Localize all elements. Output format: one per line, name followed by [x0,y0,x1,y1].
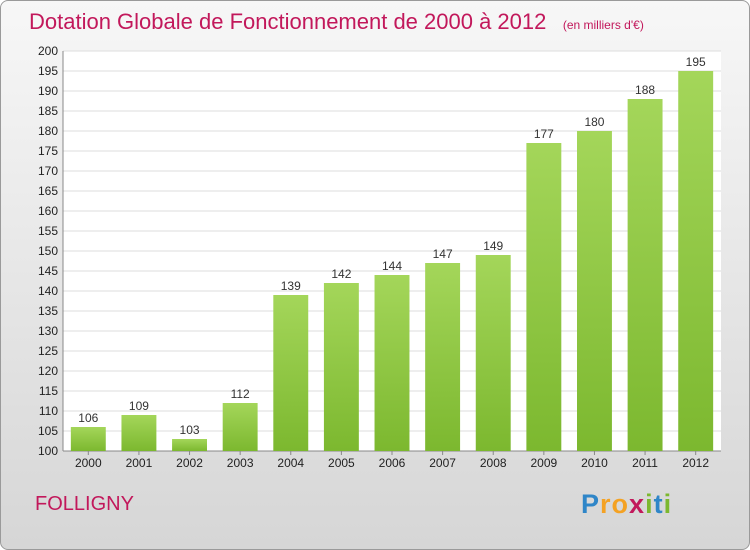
y-tick-label: 140 [38,284,58,298]
y-tick-label: 145 [38,264,58,278]
y-tick-label: 200 [38,44,58,58]
chart-subtitle: (en milliers d'€) [562,18,644,32]
y-tick-label: 135 [38,304,58,318]
y-tick-label: 125 [38,344,58,358]
data-label-2009: 177 [534,127,554,141]
y-tick-label: 110 [39,404,58,418]
x-tick-label-2006: 2006 [379,456,406,470]
bar-2004 [273,295,309,451]
data-label-2002: 103 [180,423,200,437]
bar-2008 [475,255,511,451]
data-label-2010: 180 [584,115,604,129]
bar-2005 [323,283,359,451]
x-tick-label-2000: 2000 [75,456,102,470]
bar-2006 [374,275,410,451]
bar-2003 [222,403,258,451]
data-label-2001: 109 [129,399,149,413]
data-label-2000: 106 [78,411,98,425]
bar-2009 [526,143,562,451]
data-label-2005: 142 [331,267,351,281]
bar-2002 [172,439,208,451]
bar-2012 [678,71,714,451]
x-tick-label-2009: 2009 [530,456,557,470]
y-tick-label: 115 [39,384,58,398]
chart-title: Dotation Globale de Fonctionnement de 20… [29,9,547,34]
x-tick-label-2012: 2012 [682,456,709,470]
bar-2000 [70,427,106,451]
y-tick-label: 190 [38,84,58,98]
x-tick-label-2010: 2010 [581,456,608,470]
y-tick-label: 170 [38,164,58,178]
bar-2010 [576,131,612,451]
y-tick-label: 130 [38,324,58,338]
x-tick-label-2001: 2001 [126,456,153,470]
data-label-2003: 112 [231,387,250,401]
data-label-2004: 139 [281,279,301,293]
data-label-2007: 147 [433,247,453,261]
y-tick-label: 160 [38,204,58,218]
proxiti-logo: Proxiti [581,489,672,520]
x-tick-label-2007: 2007 [429,456,456,470]
y-tick-label: 120 [38,364,58,378]
logo-letter: i [663,489,673,519]
y-tick-label: 105 [38,424,58,438]
x-tick-label-2004: 2004 [277,456,304,470]
data-label-2006: 144 [382,259,402,273]
logo-letter: r [600,489,612,519]
x-tick-label-2002: 2002 [176,456,203,470]
title-row: Dotation Globale de Fonctionnement de 20… [29,9,644,35]
y-tick-label: 175 [38,144,58,158]
y-tick-label: 195 [38,64,58,78]
x-tick-label-2003: 2003 [227,456,254,470]
logo-letter: P [581,489,601,519]
data-label-2011: 188 [635,83,655,97]
logo-letter: i [645,489,654,519]
logo-letter: x [629,489,646,519]
data-label-2008: 149 [483,239,503,253]
data-label-2012: 195 [686,55,706,69]
y-tick-label: 155 [38,224,58,238]
y-tick-label: 185 [38,104,58,118]
logo-letter: t [653,489,664,519]
y-tick-label: 165 [38,184,58,198]
bar-2011 [627,99,663,451]
logo-letter: o [611,489,630,519]
x-tick-label-2008: 2008 [480,456,507,470]
bar-2001 [121,415,157,451]
commune-name: FOLLIGNY [35,493,134,515]
x-tick-label-2005: 2005 [328,456,355,470]
y-tick-label: 150 [38,244,58,258]
bar-2007 [425,263,461,451]
y-tick-label: 180 [38,124,58,138]
y-tick-label: 100 [38,444,58,458]
x-tick-label-2011: 2011 [632,456,658,470]
